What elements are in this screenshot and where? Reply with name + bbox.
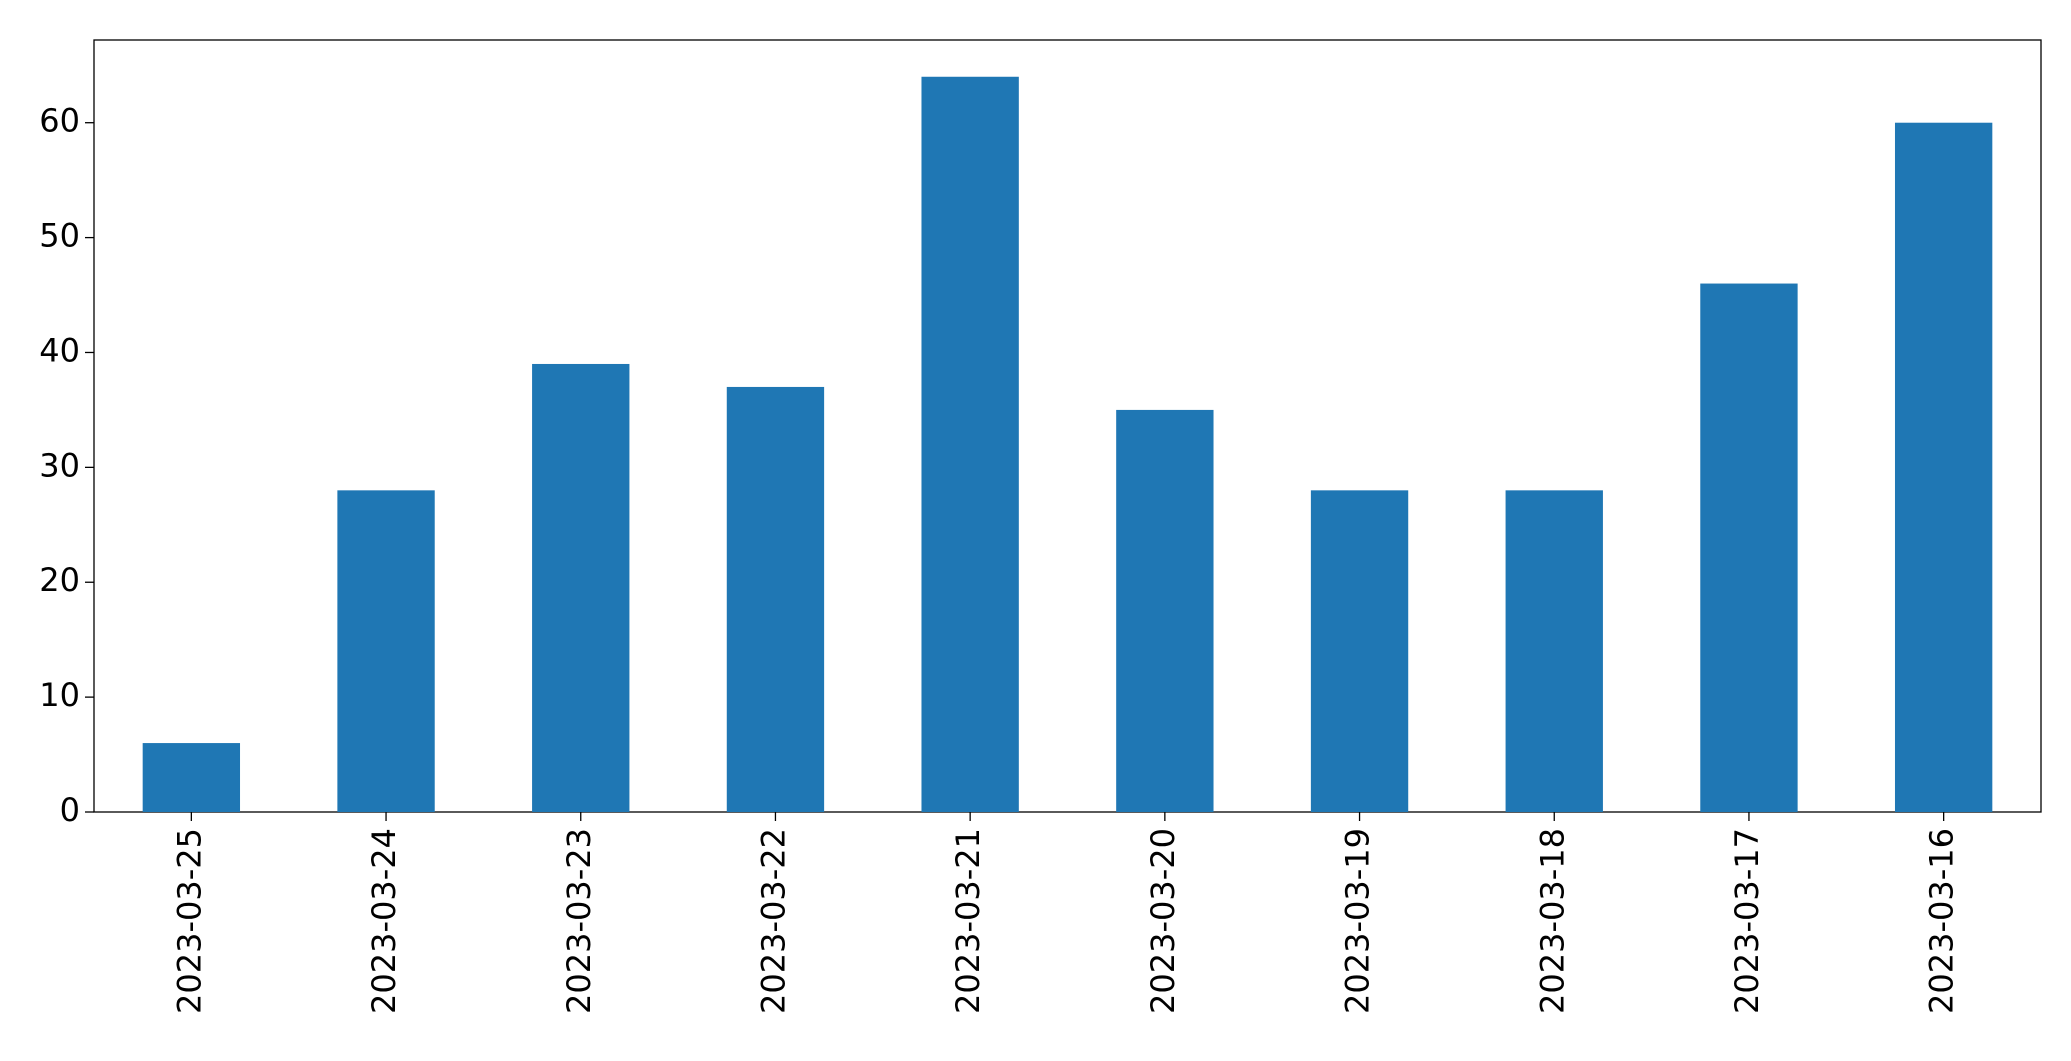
bar	[1310, 490, 1409, 812]
y-tick-label: 10	[39, 676, 80, 714]
y-tick-label: 0	[60, 791, 80, 829]
x-tick-label: 2023-03-19	[1339, 828, 1377, 1014]
bar	[142, 743, 241, 812]
x-tick-label: 2023-03-25	[170, 828, 208, 1014]
x-tick-label: 2023-03-17	[1728, 828, 1766, 1014]
x-tick-label: 2023-03-18	[1533, 828, 1571, 1014]
x-tick-label: 2023-03-24	[365, 828, 403, 1014]
y-tick-label: 30	[39, 446, 80, 484]
bar	[726, 386, 825, 812]
bar	[532, 363, 630, 812]
bar	[1116, 409, 1214, 812]
x-tick-label: 2023-03-21	[949, 828, 987, 1014]
y-tick-label: 50	[39, 217, 80, 255]
plot-frame	[93, 39, 2042, 813]
x-tick-label: 2023-03-16	[1923, 828, 1961, 1014]
bar	[921, 76, 1019, 812]
bar	[1700, 283, 1798, 812]
x-tick-label: 2023-03-22	[754, 828, 792, 1014]
x-tick-label: 2023-03-23	[560, 828, 598, 1014]
y-tick-label: 60	[39, 102, 80, 140]
y-tick-label: 40	[39, 331, 80, 369]
bar	[1894, 122, 1993, 812]
x-tick-label: 2023-03-20	[1144, 828, 1182, 1014]
bar	[337, 490, 435, 812]
bar	[1505, 490, 1603, 812]
y-tick-label: 20	[39, 561, 80, 599]
